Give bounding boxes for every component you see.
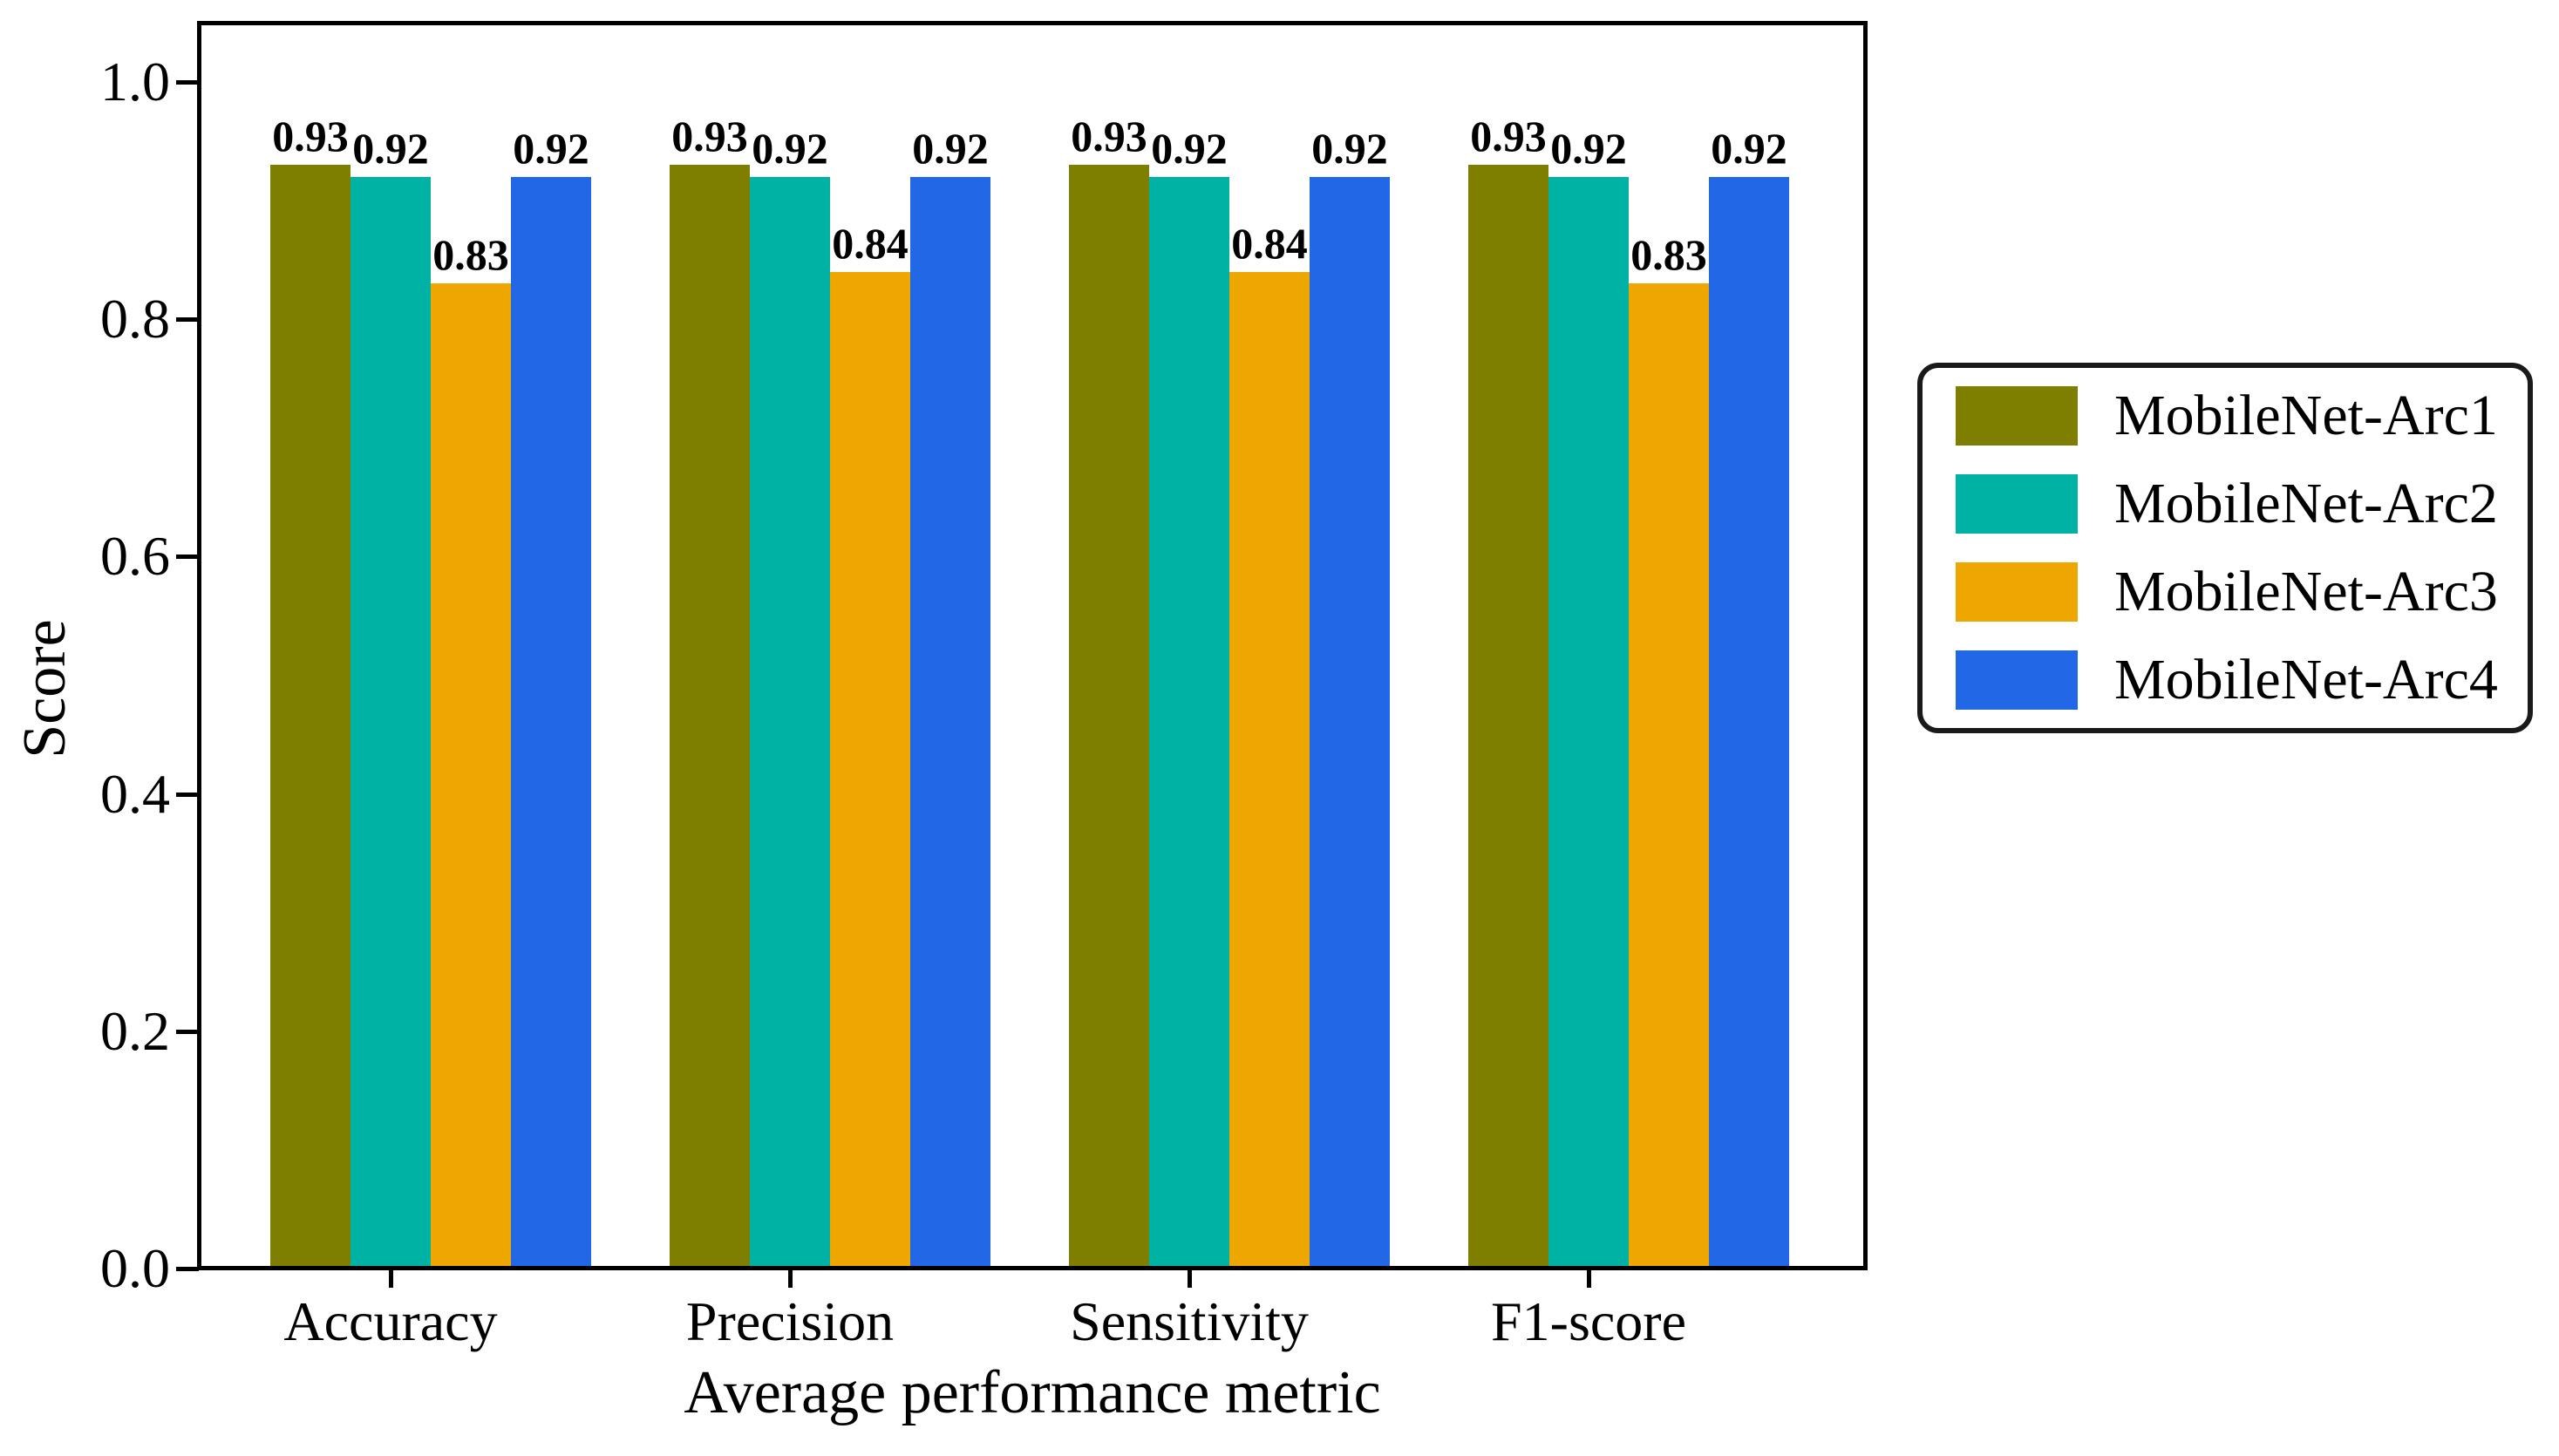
bar-MobileNet-Arc2-Accuracy xyxy=(351,176,431,1266)
legend-item: MobileNet-Arc3 xyxy=(1956,562,2528,622)
bar-value-label: 0.92 xyxy=(513,123,589,173)
legend-swatch xyxy=(1956,474,2078,534)
bar-value-label: 0.84 xyxy=(832,218,909,268)
legend-label: MobileNet-Arc2 xyxy=(2114,472,2498,535)
y-axis-title: Score xyxy=(11,619,78,759)
y-axis-tick-label: 1.0 xyxy=(100,51,170,113)
y-axis-tick xyxy=(176,1267,199,1271)
bar-value-label: 0.93 xyxy=(671,112,748,161)
bar-value-label: 0.84 xyxy=(1231,218,1308,268)
y-axis-tick xyxy=(176,80,199,85)
x-axis-tick-label: Sensitivity xyxy=(1070,1290,1309,1352)
bar-MobileNet-Arc4-Accuracy xyxy=(511,176,591,1266)
bar-MobileNet-Arc1-Sensitivity xyxy=(1069,165,1149,1266)
legend: MobileNet-Arc1 MobileNet-Arc2 MobileNet-Ar… xyxy=(1917,363,2533,733)
bar-value-label: 0.83 xyxy=(432,230,509,280)
bar-value-label: 0.93 xyxy=(272,112,349,161)
legend-item: MobileNet-Arc1 xyxy=(1956,386,2528,446)
x-axis-tick-label: Accuracy xyxy=(283,1290,498,1352)
bar-MobileNet-Arc1-F1-score xyxy=(1468,165,1548,1266)
y-axis-tick-label: 0.6 xyxy=(100,525,170,588)
bar-MobileNet-Arc3-F1-score xyxy=(1629,283,1709,1266)
legend-swatch xyxy=(1956,650,2078,710)
legend-swatch xyxy=(1956,562,2078,622)
legend-item: MobileNet-Arc2 xyxy=(1956,474,2528,534)
bar-value-label: 0.92 xyxy=(752,123,828,173)
bar-value-label: 0.83 xyxy=(1630,230,1707,280)
y-axis-tick xyxy=(176,1029,199,1034)
y-axis-tick-label: 0.0 xyxy=(100,1237,170,1299)
bar-MobileNet-Arc1-Precision xyxy=(670,165,750,1266)
bar-value-label: 0.92 xyxy=(1550,123,1627,173)
x-axis-tick xyxy=(1188,1269,1192,1288)
bar-MobileNet-Arc3-Accuracy xyxy=(431,283,511,1266)
bar-value-label: 0.92 xyxy=(1151,123,1228,173)
bar-value-label: 0.92 xyxy=(352,123,429,173)
bar-MobileNet-Arc2-Precision xyxy=(750,176,830,1266)
legend-label: MobileNet-Arc3 xyxy=(2114,560,2498,623)
bar-value-label: 0.92 xyxy=(912,123,989,173)
bar-MobileNet-Arc4-F1-score xyxy=(1709,176,1789,1266)
bar-MobileNet-Arc2-F1-score xyxy=(1548,176,1629,1266)
legend-swatch xyxy=(1956,386,2078,446)
legend-label: MobileNet-Arc4 xyxy=(2114,648,2498,711)
x-axis-tick xyxy=(788,1269,793,1288)
y-axis-tick-label: 0.4 xyxy=(100,762,170,825)
bar-value-label: 0.92 xyxy=(1711,123,1787,173)
x-axis-tick-label: F1-score xyxy=(1491,1290,1686,1352)
y-axis-tick xyxy=(176,317,199,323)
y-axis-tick-label: 0.8 xyxy=(100,288,170,350)
y-axis-tick xyxy=(176,555,199,560)
y-axis-tick-label: 0.2 xyxy=(100,999,170,1062)
y-axis-tick xyxy=(176,792,199,797)
legend-item: MobileNet-Arc4 xyxy=(1956,650,2528,710)
bar-value-label: 0.93 xyxy=(1470,112,1547,161)
bar-MobileNet-Arc1-Accuracy xyxy=(270,165,351,1266)
bar-MobileNet-Arc2-Sensitivity xyxy=(1149,176,1229,1266)
legend-label: MobileNet-Arc1 xyxy=(2114,384,2498,447)
bar-value-label: 0.92 xyxy=(1311,123,1388,173)
plot-area xyxy=(197,21,1868,1270)
bar-MobileNet-Arc4-Sensitivity xyxy=(1310,176,1390,1266)
bar-MobileNet-Arc3-Precision xyxy=(830,271,910,1266)
x-axis-tick xyxy=(1587,1269,1591,1288)
x-axis-title: Average performance metric xyxy=(684,1359,1381,1426)
bar-MobileNet-Arc4-Precision xyxy=(910,176,990,1266)
x-axis-tick xyxy=(389,1269,393,1288)
bar-value-label: 0.93 xyxy=(1071,112,1147,161)
x-axis-tick-label: Precision xyxy=(685,1290,895,1352)
bar-MobileNet-Arc3-Sensitivity xyxy=(1229,271,1310,1266)
